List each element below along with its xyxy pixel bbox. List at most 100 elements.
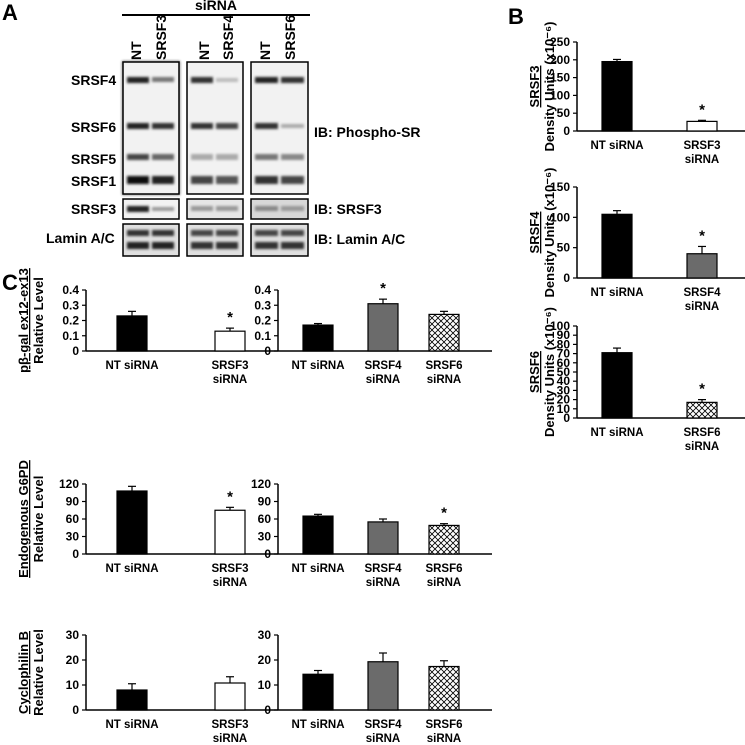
band-label: SRSF3 xyxy=(71,201,117,217)
bar xyxy=(428,665,460,711)
y-tick-label: 50 xyxy=(557,241,571,255)
y-tick-label: 90 xyxy=(66,495,80,509)
y-tick-label: 80 xyxy=(557,337,571,351)
y-tick-label: 120 xyxy=(59,477,79,491)
category-label: SRSF4 xyxy=(364,719,402,731)
y-tick-label: 0 xyxy=(264,547,271,561)
significance-asterisk: * xyxy=(227,309,233,326)
y-tick-label: 10 xyxy=(66,678,80,692)
category-label: NT siRNA xyxy=(105,360,158,372)
y-tick-label: 0 xyxy=(264,344,271,358)
y-tick-label: 100 xyxy=(550,88,570,102)
y-tick-label: 0 xyxy=(72,547,79,561)
category-label: siRNA xyxy=(427,577,462,589)
blot-frame xyxy=(186,198,244,220)
category-label: NT siRNA xyxy=(291,563,344,575)
category-label: NT siRNA xyxy=(590,287,643,299)
blot-frame xyxy=(250,198,309,220)
bar xyxy=(601,352,633,419)
y-axis-gene-label: SRSF3 xyxy=(527,66,542,108)
significance-asterisk: * xyxy=(699,101,705,118)
category-label: SRSF3 xyxy=(211,360,248,372)
y-tick-label: 20 xyxy=(557,393,571,407)
category-label: siRNA xyxy=(213,374,248,386)
y-axis-gene-label: SRSF4 xyxy=(527,211,542,254)
band-label: SRSF6 xyxy=(71,119,117,135)
y-tick-label: 120 xyxy=(251,477,271,491)
y-tick-label: 30 xyxy=(66,530,80,544)
category-label: siRNA xyxy=(685,441,720,453)
y-tick-label: 100 xyxy=(550,210,570,224)
bar xyxy=(601,60,633,132)
y-tick-label: 30 xyxy=(258,530,272,544)
y-tick-label: 150 xyxy=(550,71,570,85)
y-tick-label: 50 xyxy=(557,365,571,379)
category-label: siRNA xyxy=(366,374,401,386)
y-tick-label: 0 xyxy=(264,703,271,717)
y-axis-gene-label: SRSF6 xyxy=(527,351,542,393)
y-tick-label: 50 xyxy=(557,106,571,120)
lamin-bands xyxy=(127,230,304,249)
bar xyxy=(686,253,718,279)
bar xyxy=(686,120,718,132)
y-tick-label: 30 xyxy=(557,383,571,397)
y-tick-label: 40 xyxy=(557,374,571,388)
category-label: SRSF3 xyxy=(683,140,720,152)
category-label: siRNA xyxy=(685,301,720,313)
category-label: NT siRNA xyxy=(590,427,643,439)
y-axis-label: Density Units (x10⁻⁶) xyxy=(542,307,557,437)
y-axis-gene-label: Endogenous G6PD xyxy=(16,460,31,578)
y-tick-label: 0.3 xyxy=(254,298,271,312)
category-label: SRSF4 xyxy=(364,360,402,372)
y-tick-label: 0 xyxy=(563,271,570,285)
panel-label-c: C xyxy=(2,270,18,295)
category-label: siRNA xyxy=(366,733,401,745)
chart-c2: 00.10.2 0.30.4 NT siRNA * SRSF4 siRNA SRSF6 siR… xyxy=(254,280,492,386)
y-tick-label: 0.2 xyxy=(62,314,79,328)
y-axis-label: Relative Level xyxy=(31,629,46,716)
category-label: SRSF6 xyxy=(425,563,462,575)
category-label: siRNA xyxy=(213,577,248,589)
bar xyxy=(367,661,399,711)
y-tick-label: 0.4 xyxy=(254,283,271,297)
y-tick-label: 90 xyxy=(557,328,571,342)
y-tick-label: 70 xyxy=(557,347,571,361)
band-label: Lamin A/C xyxy=(46,230,115,246)
category-label: siRNA xyxy=(685,154,720,166)
bar xyxy=(214,682,246,711)
bar xyxy=(302,515,334,555)
category-label: SRSF6 xyxy=(425,360,462,372)
western-blot-images xyxy=(122,61,309,257)
bar xyxy=(367,303,399,352)
significance-asterisk: * xyxy=(699,381,705,398)
bar xyxy=(428,524,460,555)
category-label: SRSF4 xyxy=(364,563,402,575)
y-tick-label: 100 xyxy=(550,319,570,333)
category-label: SRSF3 xyxy=(211,719,248,731)
category-label: SRSF6 xyxy=(683,427,720,439)
y-axis-label: Relative Level xyxy=(31,277,46,364)
phospho-sr-bands xyxy=(127,77,304,184)
category-label: siRNA xyxy=(366,577,401,589)
bar xyxy=(302,673,334,711)
sirna-header-rule xyxy=(122,14,310,16)
y-tick-label: 150 xyxy=(550,180,570,194)
category-label: siRNA xyxy=(427,733,462,745)
y-axis-label: Relative Level xyxy=(31,476,46,563)
y-tick-label: 250 xyxy=(550,35,570,49)
category-label: NT siRNA xyxy=(105,719,158,731)
panel-label-b: B xyxy=(508,4,524,29)
category-label: NT siRNA xyxy=(291,719,344,731)
y-tick-label: 60 xyxy=(66,512,80,526)
y-tick-label: 20 xyxy=(258,653,272,667)
band-label: SRSF4 xyxy=(71,72,117,88)
y-tick-label: 0.2 xyxy=(254,314,271,328)
category-label: NT siRNA xyxy=(590,140,643,152)
y-tick-label: 30 xyxy=(258,628,272,642)
y-tick-label: 200 xyxy=(550,53,570,67)
category-label: siRNA xyxy=(427,374,462,386)
y-tick-label: 90 xyxy=(258,495,272,509)
y-tick-label: 30 xyxy=(66,628,80,642)
